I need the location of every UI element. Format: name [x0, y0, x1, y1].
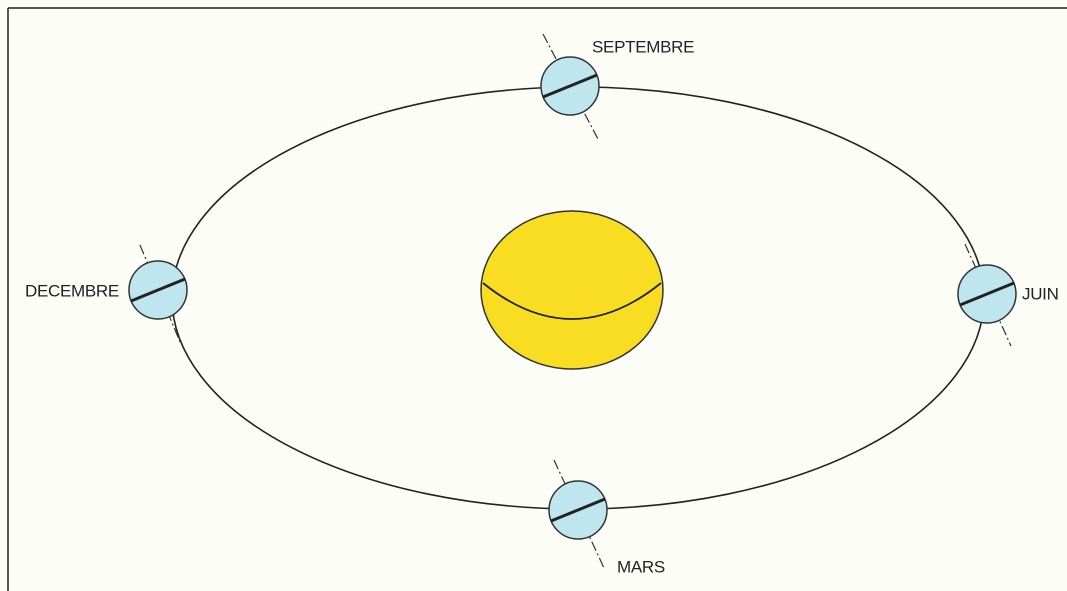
label: DECEMBRE	[25, 281, 119, 300]
label: JUIN	[1022, 284, 1059, 303]
sun	[480, 210, 664, 370]
label: MARS	[617, 557, 665, 576]
earth	[540, 33, 600, 142]
label: SEPTEMBRE	[592, 37, 694, 56]
earth	[957, 243, 1017, 347]
earth	[128, 244, 188, 343]
earth	[548, 459, 608, 569]
